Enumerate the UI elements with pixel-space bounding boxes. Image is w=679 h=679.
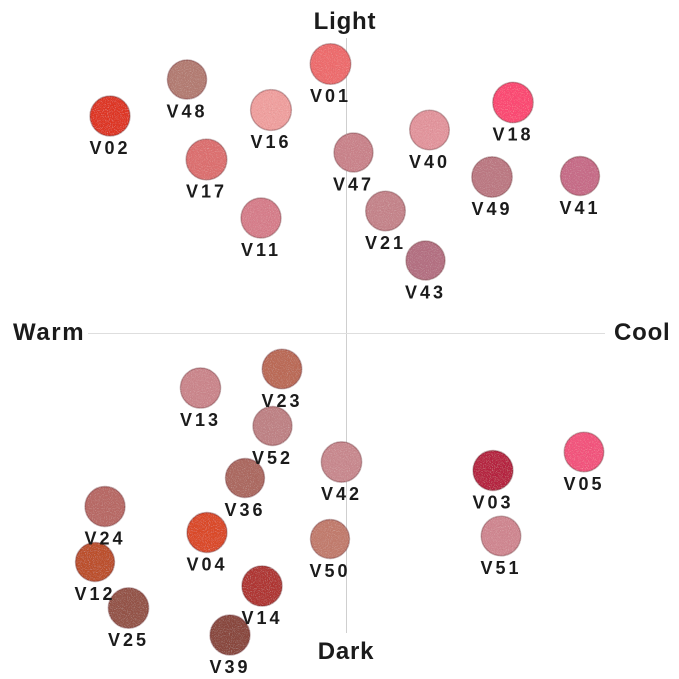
- svg-text:V25: V25: [108, 630, 149, 650]
- svg-text:V03: V03: [472, 493, 513, 513]
- svg-text:V40: V40: [409, 152, 450, 172]
- svg-text:V39: V39: [209, 657, 250, 677]
- svg-text:V42: V42: [321, 484, 362, 504]
- svg-text:Warm: Warm: [13, 319, 85, 346]
- svg-text:V47: V47: [333, 175, 374, 195]
- svg-text:V11: V11: [241, 240, 281, 260]
- svg-text:Light: Light: [314, 8, 377, 35]
- svg-text:V24: V24: [84, 529, 125, 549]
- svg-text:V49: V49: [471, 199, 512, 219]
- svg-text:V36: V36: [224, 500, 265, 520]
- svg-text:V18: V18: [492, 125, 533, 145]
- svg-text:V04: V04: [186, 555, 227, 575]
- svg-text:V05: V05: [563, 474, 604, 494]
- svg-text:V50: V50: [309, 561, 350, 581]
- svg-text:V14: V14: [241, 608, 282, 628]
- svg-text:V51: V51: [480, 558, 521, 578]
- svg-text:V16: V16: [250, 132, 291, 152]
- svg-text:V48: V48: [166, 102, 207, 122]
- svg-text:V01: V01: [310, 86, 351, 106]
- svg-text:V43: V43: [405, 283, 446, 303]
- svg-text:V13: V13: [180, 410, 221, 430]
- svg-text:V17: V17: [186, 182, 227, 202]
- svg-text:Dark: Dark: [318, 638, 375, 665]
- svg-text:V21: V21: [365, 233, 406, 253]
- svg-text:V52: V52: [252, 448, 293, 468]
- svg-text:V12: V12: [74, 584, 115, 604]
- svg-text:V41: V41: [559, 198, 600, 218]
- svg-text:V02: V02: [89, 138, 130, 158]
- svg-text:V23: V23: [261, 391, 302, 411]
- svg-text:Cool: Cool: [614, 319, 671, 346]
